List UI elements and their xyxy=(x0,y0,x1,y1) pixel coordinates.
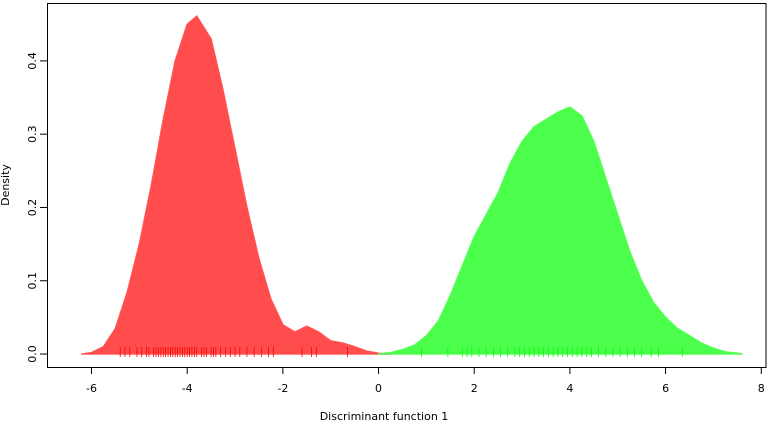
x-tick-label: 6 xyxy=(662,382,669,395)
x-tick-label: 2 xyxy=(471,382,478,395)
y-tick-label: 0.2 xyxy=(26,199,39,217)
y-tick-label: 0.1 xyxy=(26,272,39,290)
x-axis-label: Discriminant function 1 xyxy=(320,410,449,423)
x-tick-label: -2 xyxy=(277,382,288,395)
y-tick-label: 0.0 xyxy=(26,345,39,363)
y-tick-label: 0.4 xyxy=(26,52,39,70)
x-tick-label: -4 xyxy=(182,382,193,395)
x-tick-label: 4 xyxy=(566,382,573,395)
y-axis-label: Density xyxy=(0,164,12,206)
x-tick-label: 8 xyxy=(758,382,765,395)
x-tick-label: -6 xyxy=(86,382,97,395)
density-area xyxy=(377,106,743,355)
density-area xyxy=(81,15,392,355)
y-tick-label: 0.3 xyxy=(26,125,39,143)
x-tick-label: 0 xyxy=(375,382,382,395)
